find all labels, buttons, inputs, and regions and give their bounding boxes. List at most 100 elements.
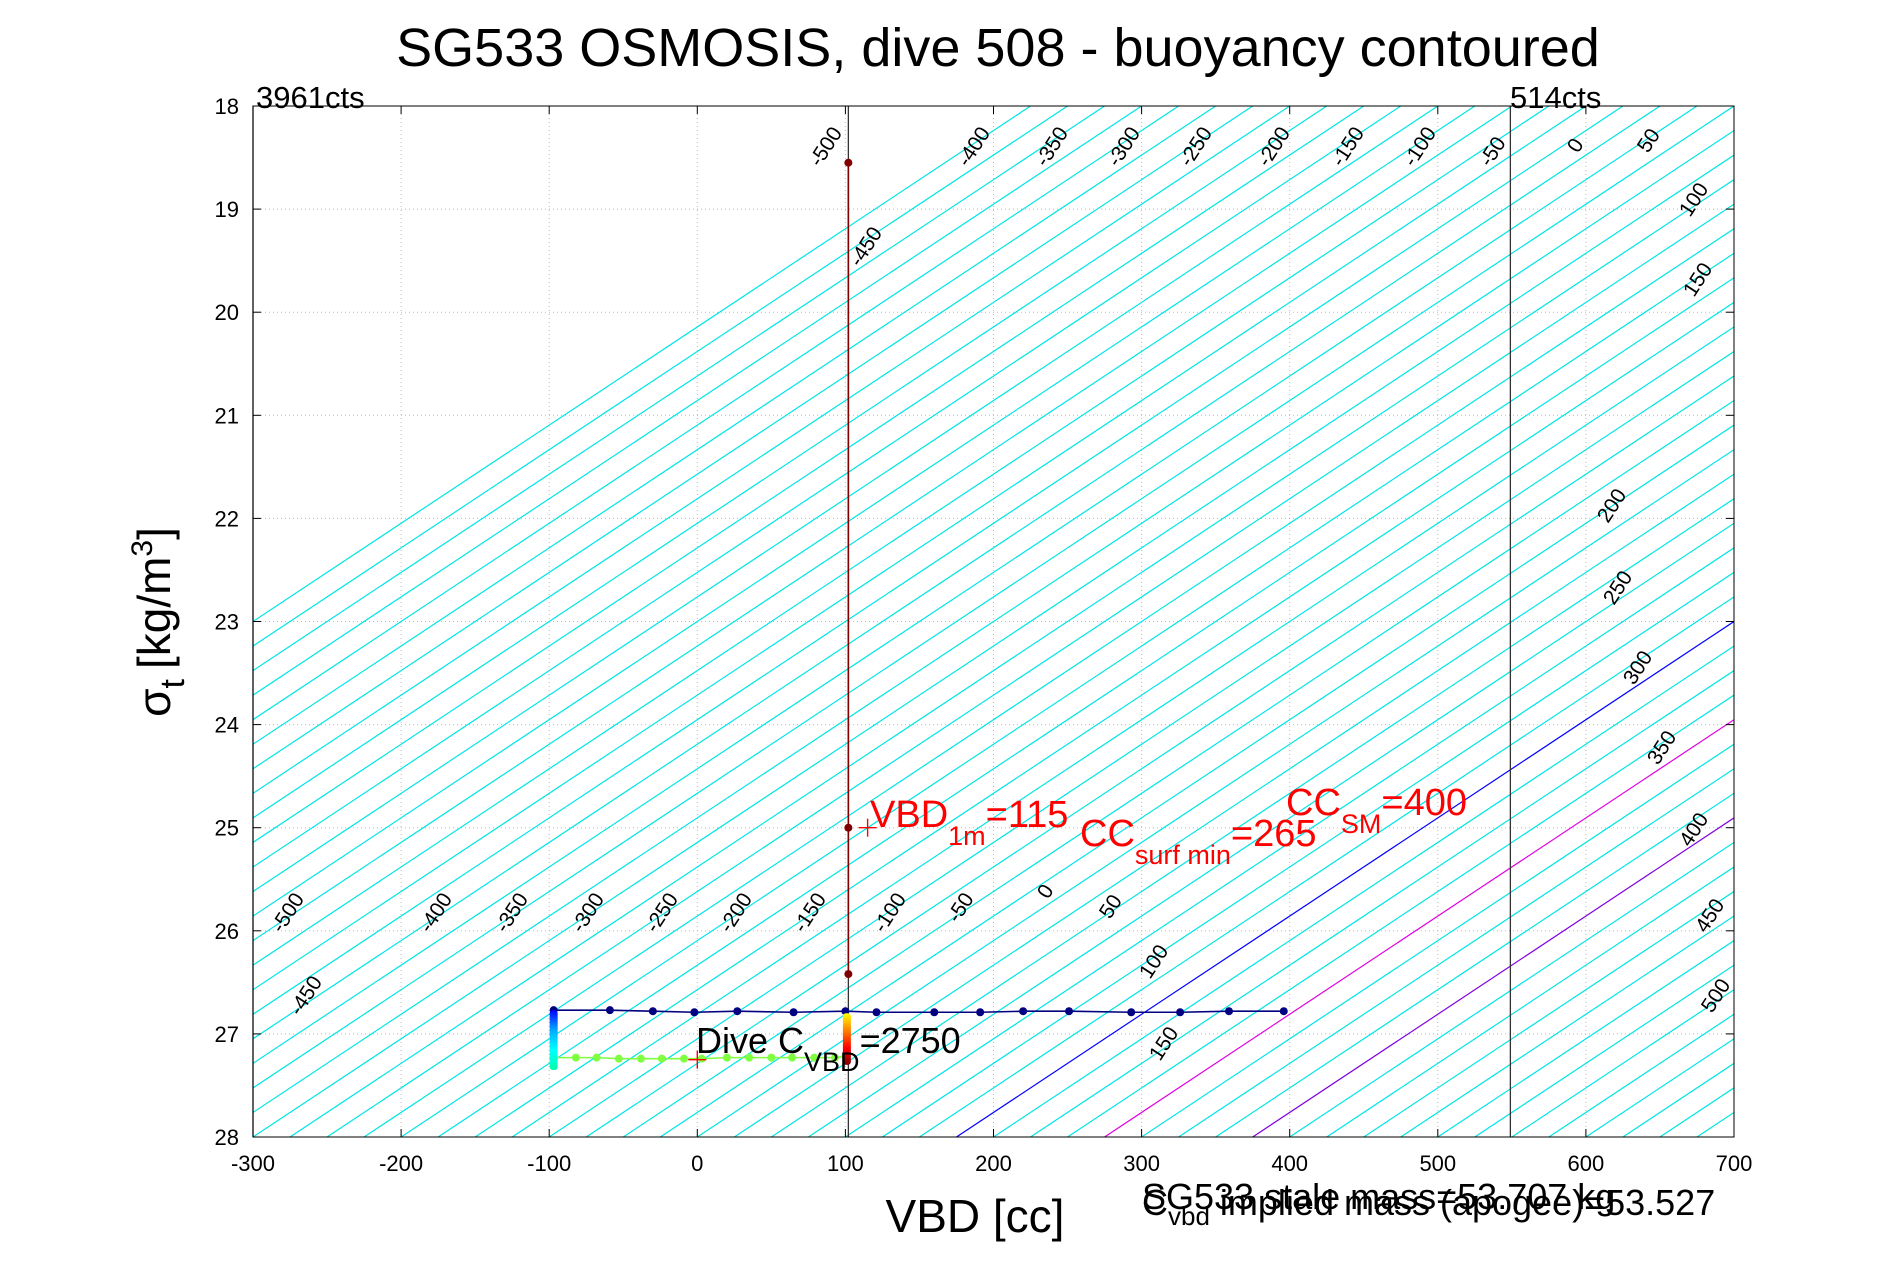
contour-line (253, 106, 1365, 844)
contour-label-top: 250 (1599, 567, 1637, 609)
contour-label-bottom: 100 (1135, 941, 1173, 983)
contour-line (622, 399, 1734, 1137)
annotation-cc-sm-main: CC (1286, 782, 1341, 824)
contour-line (511, 326, 1734, 1137)
annotation-vbd-1m: VBD1m=115 (870, 794, 1068, 851)
contour-line (253, 106, 1142, 696)
contour-label-top: -100 (1399, 123, 1441, 171)
data-series (549, 158, 1288, 1070)
contour-line (253, 106, 1439, 893)
contour-label-top: 450 (1691, 895, 1729, 937)
contour-line (882, 571, 1734, 1137)
contour-label-top: 200 (1593, 485, 1631, 527)
contour-line (474, 301, 1734, 1137)
contour-line (659, 424, 1734, 1137)
x-tick-label: -100 (527, 1151, 571, 1176)
data-point (679, 1054, 688, 1063)
data-point (745, 1053, 754, 1062)
annotation-cc-surf-tail: =265 (1231, 813, 1317, 855)
contour-line (289, 178, 1734, 1137)
contour-line (253, 106, 1254, 770)
data-point (571, 1053, 580, 1062)
data-point (788, 1053, 797, 1062)
contour-line (696, 448, 1734, 1137)
series-line (553, 1009, 1284, 1014)
colorbar-segment (842, 1013, 851, 1065)
contour-label-top: 350 (1643, 727, 1681, 769)
x-tick-label: 100 (827, 1151, 864, 1176)
annotation-dive-c-tail: =2750 (860, 1020, 961, 1061)
contour-line (1067, 694, 1734, 1137)
x-axis-label: VBD [cc] (886, 1190, 1065, 1242)
contour-line (1104, 718, 1734, 1137)
annotation-vbd-1m-sub: 1m (948, 821, 986, 851)
contour-line (1215, 792, 1734, 1137)
cts-label-left: 3961cts (256, 80, 365, 115)
contour-line (1363, 890, 1734, 1137)
contour-line (253, 106, 1587, 991)
contour-label-top: 150 (1679, 259, 1717, 301)
annotation-dive-c-main: Dive C (696, 1020, 804, 1061)
x-tick-label: -300 (231, 1151, 275, 1176)
stale-mass-text: SG533 stale mass=53.707 kg (1142, 1176, 1615, 1217)
contour-line (1845, 106, 1891, 1137)
data-point (1019, 1007, 1028, 1016)
y-tick-label: 28 (215, 1125, 239, 1150)
data-point (976, 1008, 985, 1017)
contour-line (845, 547, 1734, 1137)
data-point (1224, 1007, 1233, 1016)
contour-line (1585, 1038, 1734, 1137)
annotation-dive-c-sub: VBD (804, 1047, 860, 1077)
x-tick-labels: -300 -200 -100 0 100 200 300 400 500 600 700 (231, 106, 1752, 1176)
contour-label-bottom: -350 (491, 889, 533, 937)
contour-line (253, 106, 1291, 795)
contour-label-top: -150 (1327, 123, 1369, 171)
y-tick-labels: 18 19 20 21 22 23 24 25 26 27 28 (215, 94, 1734, 1150)
contour-line (1289, 841, 1734, 1137)
data-point (722, 1053, 731, 1062)
contour-label-bottom: -400 (415, 889, 457, 937)
data-point (844, 823, 853, 832)
contour-line (253, 106, 1624, 1015)
data-point (767, 1053, 776, 1062)
annotation-vbd-1m-tail: =115 (986, 794, 1069, 836)
y-tick-label: 25 (215, 816, 239, 841)
data-point (637, 1054, 646, 1063)
data-point (733, 1007, 742, 1016)
data-point (844, 970, 853, 979)
contour-label-top: -200 (1253, 123, 1295, 171)
data-point (614, 1054, 623, 1063)
annotation-cc-sm-sub: SM (1341, 809, 1382, 839)
contour-label-top: -250 (1175, 123, 1217, 171)
contour-line (1771, 106, 1891, 1137)
data-point (1127, 1008, 1136, 1017)
contour-line (253, 106, 1402, 868)
contour-line (253, 129, 1734, 1114)
contour-label-bottom: -500 (267, 889, 309, 937)
data-point (648, 1007, 657, 1016)
data-point (690, 1008, 699, 1017)
contour-label-top: 400 (1675, 809, 1713, 851)
contour-label-top: 300 (1619, 647, 1657, 689)
cts-label-right: 514cts (1510, 80, 1601, 115)
y-tick-label: 18 (215, 94, 239, 119)
data-point (789, 1008, 798, 1017)
y-tick-label: 21 (215, 403, 239, 428)
x-tick-label: 700 (1716, 1151, 1753, 1176)
contour-label-top: -500 (805, 123, 847, 171)
contour-line (253, 106, 1216, 745)
contour-label-top: -350 (1031, 123, 1073, 171)
data-point (697, 1054, 706, 1063)
contour-line (1808, 106, 1891, 1137)
annotation-vbd-1m-main: VBD (870, 794, 948, 836)
contour-line (1733, 1136, 1734, 1137)
contour-line (253, 106, 1476, 917)
y-axis-label: σt [kg/m3] (126, 527, 192, 717)
contour-line (1659, 1087, 1734, 1137)
implied-mass-text: Cvbd implied mass (apogee)=53.527 (1142, 1182, 1715, 1231)
y-axis-label-symbol: σ (128, 689, 180, 717)
contour-line (1178, 768, 1734, 1137)
contour-line (993, 645, 1734, 1137)
contour-labels: -500 -450 -400 -350 -300 -250 -200 -150 -100 -50 0… (267, 123, 1735, 1065)
